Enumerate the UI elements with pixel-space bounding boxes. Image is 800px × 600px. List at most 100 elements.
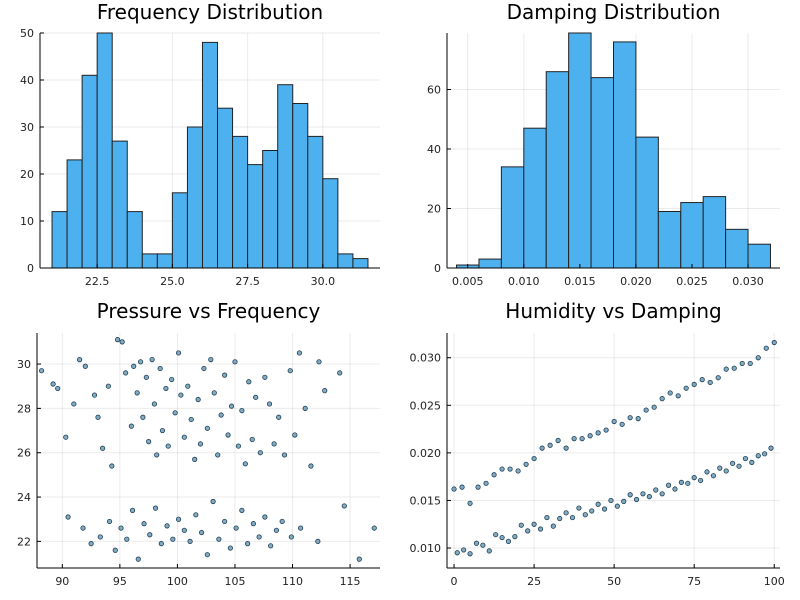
x-tick-label: 100 [167, 575, 188, 588]
scatter-point [715, 375, 721, 381]
scatter-point [557, 515, 563, 522]
scatter-point [235, 443, 242, 449]
scatter-point [97, 534, 103, 540]
scatter-point [755, 355, 761, 361]
scatter-point [356, 556, 362, 562]
histogram-bar [545, 71, 570, 269]
y-tick-label: 0.010 [410, 542, 442, 555]
scatter-point [288, 534, 294, 540]
histogram-bar [635, 136, 659, 269]
scatter-point [483, 480, 489, 486]
scatter-point [525, 528, 531, 534]
x-tick-label: 0.005 [452, 275, 484, 288]
chart-title: Frequency Distribution [97, 0, 323, 24]
x-tick-label: 50 [607, 575, 621, 588]
scatter-point [188, 416, 194, 423]
scatter-point [181, 527, 187, 533]
histogram-bar [81, 74, 98, 269]
scatter-point [747, 360, 753, 367]
scatter-point [250, 521, 256, 527]
scatter-point [170, 536, 176, 542]
scatter-point [675, 393, 681, 399]
scatter-point [665, 482, 672, 488]
y-tick-label: 0 [27, 262, 34, 275]
scatter-point [550, 523, 556, 529]
scatter-point [619, 421, 625, 427]
x-tick-label: 25 [527, 575, 541, 588]
frequency-histogram-panel: 22.5 25.0 27.5 30.0 0 10 20 30 40 50 Frequency Dis… [20, 0, 380, 288]
scatter-point [178, 392, 184, 398]
scatter-point [531, 455, 537, 462]
grid [37, 333, 380, 568]
scatter-point [100, 445, 106, 451]
scatter-point [271, 441, 277, 447]
damping-histogram-panel: 0.005 0.010 0.015 0.020 0.025 0.030 0 20 40 60 Dam… [427, 0, 780, 288]
y-tick-label: 20 [427, 203, 441, 216]
scatter-point [106, 518, 113, 525]
bars [456, 32, 771, 269]
scatter-point [123, 370, 129, 376]
scatter-point [218, 412, 224, 418]
x-tick-label: 100 [764, 575, 785, 588]
scatter-point [717, 465, 723, 471]
histogram-bar [500, 166, 525, 269]
scatter-point [763, 345, 769, 351]
y-tick-label: 20 [20, 168, 34, 181]
scatter-point [723, 468, 729, 474]
points [451, 339, 777, 557]
scatter-point [50, 381, 56, 387]
histogram-bar [568, 32, 592, 269]
scatter-point [210, 498, 216, 505]
scatter-point [91, 392, 98, 398]
scatter-point [579, 436, 585, 442]
scatter-point [164, 523, 170, 529]
scatter-point [63, 434, 69, 440]
y-tick-label: 0.015 [410, 494, 442, 507]
histogram-bar [51, 211, 68, 269]
x-tick-label: 115 [340, 575, 361, 588]
histogram-bar [217, 107, 234, 269]
chart-title: Humidity vs Damping [505, 299, 721, 323]
scatter-point [297, 525, 304, 531]
scatter-point [627, 415, 633, 421]
scatter-point [563, 445, 569, 451]
scatter-point [193, 512, 199, 518]
scatter-point [640, 491, 646, 497]
x-tick-label: 30.0 [311, 275, 336, 288]
y-tick-label: 24 [17, 491, 31, 504]
scatter-point [589, 508, 595, 514]
scatter-point [204, 425, 210, 431]
scatter-point [134, 390, 140, 396]
scatter-point [768, 445, 774, 451]
scatter-point [119, 339, 125, 345]
scatter-point [227, 545, 233, 551]
histogram-bar [613, 41, 637, 269]
scatter-point [65, 514, 71, 520]
histogram-bar [478, 258, 502, 269]
scatter-point [587, 433, 593, 439]
scatter-point [198, 529, 205, 536]
y-tick-label: 30 [20, 121, 34, 134]
scatter-point [672, 486, 678, 492]
scatter-point [165, 443, 171, 449]
scatter-point [245, 541, 251, 547]
scatter-point [273, 527, 280, 533]
scatter-point [114, 337, 121, 343]
scatter-point [341, 503, 347, 509]
scatter-point [257, 450, 263, 456]
histogram-bar [96, 32, 113, 269]
scatter-point [211, 390, 217, 396]
y-tick-label: 40 [427, 143, 441, 156]
scatter-point [710, 473, 717, 479]
scatter-point [163, 385, 169, 392]
scatter-point [627, 492, 633, 498]
chart-title: Damping Distribution [507, 0, 721, 24]
scatter-point [646, 494, 652, 500]
histogram-bar [680, 202, 704, 269]
scatter-point [88, 541, 94, 547]
scatter-point [216, 536, 222, 542]
scatter-point [195, 396, 201, 403]
scatter-point [239, 507, 245, 513]
scatter-point [266, 401, 273, 407]
